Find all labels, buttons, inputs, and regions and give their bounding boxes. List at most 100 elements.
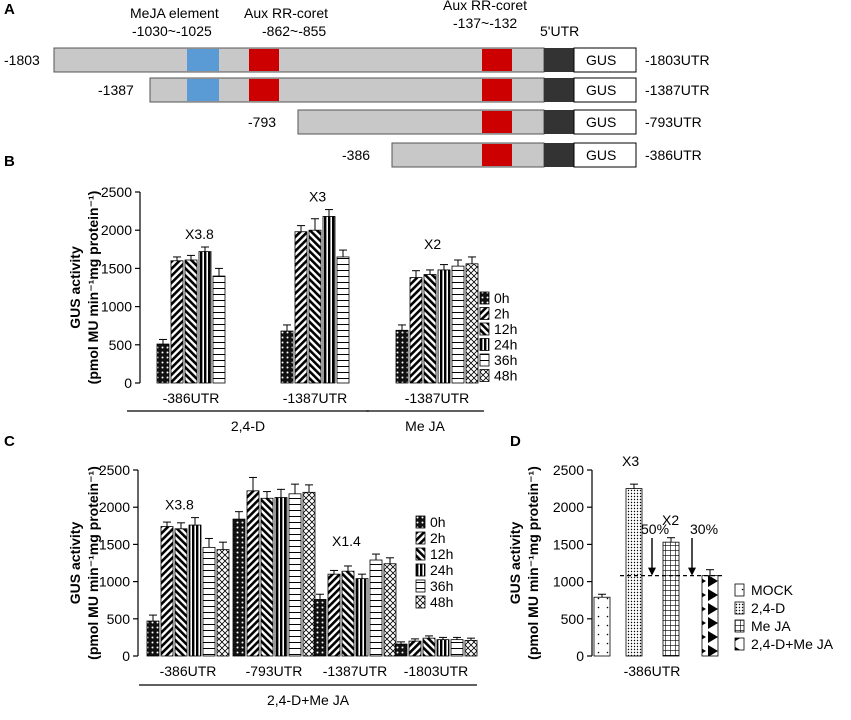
legend-label: 2,4-D [751,600,785,616]
treatment-label: 2,4-D [231,418,265,434]
bar-36h-2 [369,559,383,657]
legend-swatch-2h [479,307,490,320]
legend-swatch-0h [415,515,426,529]
bar-48h-0 [216,549,230,657]
fold-change-annotation: X3.8 [165,497,194,513]
y-tick-label: 2000 [553,499,584,515]
legend-label: 0h [494,290,510,306]
legend-swatch-2h [415,531,426,545]
panel-letter-d: D [510,433,521,450]
legend-label: 12h [494,321,517,337]
legend-label: 36h [430,578,453,594]
y-axis-title-line2: (pmol MU min⁻¹mg protein⁻¹) [85,191,101,385]
promoter-bar [53,47,545,73]
gus-box [573,142,637,168]
construct-start-label: -1387 [98,82,134,98]
fold-change-annotation: X3 [622,453,639,469]
construct-386: -386 GUS -386UTR [342,142,702,168]
bar-12h-0 [184,259,198,384]
bar-Me JA [662,541,680,657]
legend-swatch-2,4-D+Me JA [734,637,745,651]
aux-element-2-position: -137~-132 [453,15,517,31]
y-tick-label: 2500 [99,462,130,478]
legend-label: 2h [430,530,446,546]
bar-0h-3 [394,643,408,657]
bar-36h-1 [288,493,302,657]
legend-label: 2,4-D+Me JA [751,636,834,652]
construct-793: -793 GUS -793UTR [248,109,702,135]
aux-element-box [482,49,512,71]
bar-0h-2 [395,329,409,384]
construct-name: -386UTR [645,147,702,163]
bar-2h-2 [409,277,423,384]
utr-box [544,48,574,72]
bar-MOCK [593,596,611,657]
y-tick-label: 1000 [101,299,132,315]
bar-36h-0 [202,546,216,657]
legend-label: MOCK [751,582,794,598]
legend-label: 48h [430,594,453,610]
legend-swatch-36h [415,579,426,593]
y-axis-title-line1: GUS activity [67,246,83,329]
bar-2h-1 [246,490,260,657]
aux-element-1-label: Aux RR-coret [244,5,328,21]
legend-swatch-12h [479,322,490,336]
y-tick-label: 0 [122,648,130,664]
panel-letter-c: C [4,433,15,450]
bar-12h-2 [341,570,355,657]
aux-element-box [482,111,512,133]
legend-swatch-Me JA [734,619,745,633]
bar-2h-2 [327,573,341,657]
bar-48h-1 [302,491,316,657]
aux-element-1-position: -862~-855 [262,23,326,39]
treatment-label: Me JA [405,418,445,434]
y-tick-label: 2500 [101,184,132,200]
legend-swatch-48h [479,369,490,382]
meja-element-box [187,79,219,101]
y-tick-label: 2000 [101,222,132,238]
y-axis-title: GUS activity (pmol MU min⁻¹mg protein⁻¹) [67,466,101,660]
legend-swatch-24h [415,563,426,577]
fold-change-annotation: X2 [424,236,441,252]
bar-24h-2 [437,269,451,384]
construct-name: -1387UTR [645,82,710,98]
panel-letter-a: A [4,1,15,18]
group-label: -1803UTR [404,663,469,679]
legend-swatch-24h [479,338,490,351]
fold-change-annotation: X3.8 [185,226,214,242]
gus-label: GUS [586,147,616,163]
bar-2h-1 [294,231,308,384]
group-label: -793UTR [246,663,303,679]
y-tick-label: 0 [576,648,584,664]
bar-36h-0 [212,275,226,384]
y-axis-title: GUS activity (pmol MU min⁻¹mg protein⁻¹) [67,191,101,385]
y-axis-title-line1: GUS activity [507,522,523,605]
bar-2h-0 [160,526,174,657]
legend-label: 2h [494,306,510,322]
legend-label: 24h [430,562,453,578]
y-tick-label: 0 [124,375,132,391]
group-label: -1387UTR [405,390,470,406]
construct-1387: -1387 GUS -1387UTR [98,77,710,103]
fold-change-annotation: X1.4 [332,533,361,549]
promoter-bar [391,142,545,168]
bar-0h-0 [146,620,160,657]
meja-element-box [187,49,219,71]
legend-swatch-36h [479,353,490,367]
aux-element-box [482,79,512,101]
bar-24h-0 [198,251,212,384]
gus-label: GUS [586,52,616,68]
gus-label: GUS [586,114,616,130]
y-tick-label: 1500 [553,536,584,552]
construct-1803: -1803 GUS -1803UTR [4,47,710,73]
bar-36h-1 [336,256,350,384]
group-label: -386UTR [624,663,681,679]
y-tick-label: 1000 [553,574,584,590]
construct-name: -793UTR [645,114,702,130]
gus-box [573,77,637,103]
utr-box [544,143,574,167]
y-tick-label: 1500 [101,260,132,276]
